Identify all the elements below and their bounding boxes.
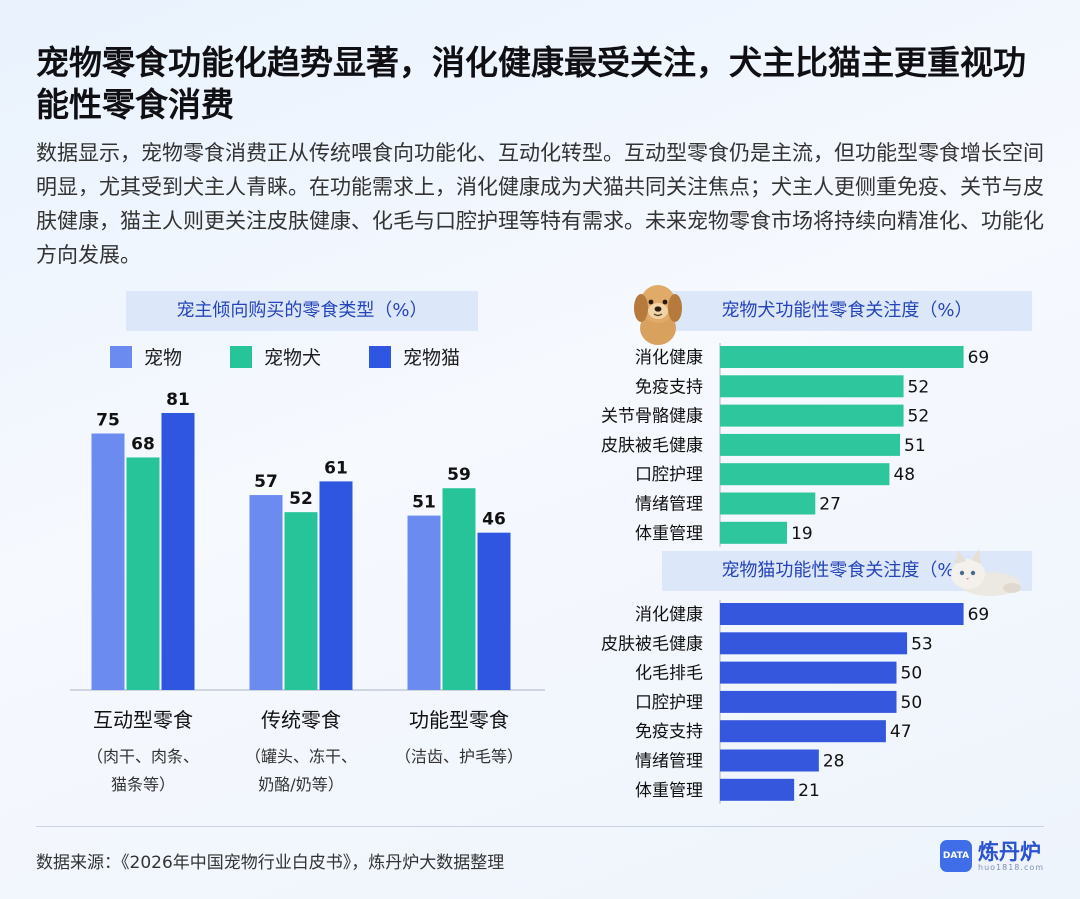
legend-item-cat: 宠物猫 bbox=[369, 343, 460, 370]
bar-dog bbox=[284, 512, 318, 690]
legend-swatch-dog bbox=[230, 345, 253, 368]
cat-chart-value-label: 50 bbox=[901, 693, 923, 713]
bar-value-label: 68 bbox=[131, 434, 155, 454]
legend-swatch-pet bbox=[110, 345, 132, 368]
cat-chart-bar bbox=[720, 690, 897, 713]
data-source: 数据来源：《2026年中国宠物行业白皮书》，炼丹炉大数据整理 bbox=[36, 853, 505, 873]
dog-chart-category-label: 体重管理 bbox=[635, 524, 703, 544]
cat-chart-bar bbox=[720, 603, 964, 625]
logo-url: huo1818.com bbox=[978, 862, 1045, 872]
dog-chart-category-label: 口腔护理 bbox=[635, 465, 703, 485]
dog-chart-category-label: 关节骨骼健康 bbox=[601, 407, 703, 427]
dog-chart-value-label: 52 bbox=[908, 407, 930, 427]
brand-logo: DATA 炼丹炉 huo1818.com bbox=[940, 840, 1044, 872]
category-note: （肉干、肉条、 bbox=[87, 747, 199, 766]
bar-value-label: 81 bbox=[166, 390, 190, 410]
cat-chart-value-label: 28 bbox=[823, 752, 845, 772]
dog-chart-bar bbox=[720, 433, 901, 456]
cat-chart-value-label: 47 bbox=[890, 722, 912, 742]
cat-chart-category-label: 免疫支持 bbox=[635, 722, 703, 742]
bar-value-label: 75 bbox=[96, 411, 120, 431]
bar-dog bbox=[442, 488, 476, 690]
logo-badge-icon: DATA bbox=[940, 840, 972, 872]
cat-chart-bar bbox=[720, 632, 908, 655]
bar-value-label: 61 bbox=[324, 458, 348, 478]
bar-pet bbox=[249, 495, 283, 690]
cat-chart-category-label: 消化健康 bbox=[635, 605, 703, 625]
dog-chart-value-label: 19 bbox=[791, 524, 813, 544]
dog-chart-bar bbox=[720, 375, 904, 398]
logo-name: 炼丹炉 bbox=[978, 839, 1041, 864]
bar-value-label: 52 bbox=[289, 489, 313, 509]
footer-divider bbox=[36, 826, 1044, 827]
category-label: 功能型零食 bbox=[409, 708, 509, 732]
bar-value-label: 51 bbox=[412, 493, 436, 513]
dog-chart-category-label: 免疫支持 bbox=[635, 377, 703, 397]
cat-chart-category-label: 化毛排毛 bbox=[635, 664, 703, 684]
cat-chart-category-label: 口腔护理 bbox=[635, 693, 703, 713]
page-description: 数据显示，宠物零食消费正从传统喂食向功能化、互动化转型。互动型零食仍是主流，但功… bbox=[36, 141, 1044, 267]
category-note: 猫条等） bbox=[111, 775, 175, 794]
bar-value-label: 59 bbox=[447, 465, 471, 485]
cat-chart-bar bbox=[720, 720, 886, 743]
dog-chart-bar bbox=[720, 463, 890, 486]
dog-chart-value-label: 69 bbox=[968, 348, 990, 368]
logo-text-block: 炼丹炉 huo1818.com bbox=[978, 841, 1044, 872]
bar-value-label: 57 bbox=[254, 472, 278, 492]
dog-chart-category-label: 情绪管理 bbox=[635, 495, 703, 515]
cat-chart-category-label: 体重管理 bbox=[635, 781, 703, 801]
bar-cat bbox=[319, 481, 353, 690]
legend-label-cat: 宠物猫 bbox=[403, 347, 461, 369]
cat-chart-value-label: 69 bbox=[968, 605, 990, 625]
bar-cat bbox=[161, 412, 195, 690]
dog-chart-value-label: 52 bbox=[908, 377, 930, 397]
category-note: （洁齿、护毛等） bbox=[395, 747, 523, 766]
cat-chart-category-label: 皮肤被毛健康 bbox=[601, 634, 703, 654]
dog-illustration bbox=[634, 285, 682, 345]
dog-chart-title: 宠物犬功能性零食关注度（%） bbox=[662, 291, 1032, 331]
legend-item-pet: 宠物 bbox=[110, 343, 182, 370]
page-title: 宠物零食功能化趋势显著，消化健康最受关注，犬主比猫主更重视功能性零食消费 bbox=[36, 43, 1026, 124]
bar-pet bbox=[91, 433, 125, 690]
legend-swatch-cat bbox=[369, 345, 392, 368]
cat-chart-value-label: 53 bbox=[911, 634, 933, 654]
dog-chart-category-label: 消化健康 bbox=[635, 348, 703, 368]
legend-label-dog: 宠物犬 bbox=[264, 347, 322, 369]
bar-pet bbox=[407, 515, 441, 690]
cat-chart-bar bbox=[720, 661, 897, 684]
dog-chart-bar bbox=[720, 404, 904, 427]
dog-chart-bar bbox=[720, 492, 816, 515]
category-note: 奶酪/奶等） bbox=[258, 775, 343, 794]
cat-chart-bar bbox=[720, 749, 819, 772]
type-chart-title: 宠主倾向购买的零食类型（%） bbox=[126, 291, 478, 331]
dog-chart-value-label: 27 bbox=[819, 495, 841, 515]
bar-value-label: 46 bbox=[482, 510, 506, 530]
cat-illustration bbox=[951, 549, 1021, 596]
dog-chart-bar bbox=[720, 346, 964, 368]
cat-chart-value-label: 21 bbox=[798, 781, 820, 801]
legend-item-dog: 宠物犬 bbox=[230, 343, 321, 370]
category-label: 传统零食 bbox=[261, 708, 341, 732]
dog-chart-bar bbox=[720, 521, 788, 544]
category-note: （罐头、冻干、 bbox=[245, 747, 357, 766]
dog-chart-value-label: 48 bbox=[893, 465, 915, 485]
bar-dog bbox=[126, 457, 160, 690]
bar-cat bbox=[477, 532, 511, 690]
dog-chart-category-label: 皮肤被毛健康 bbox=[601, 436, 703, 456]
type-chart-legend: 宠物 宠物犬 宠物猫 bbox=[110, 343, 460, 370]
cat-chart-category-label: 情绪管理 bbox=[635, 752, 703, 772]
legend-label-pet: 宠物 bbox=[144, 347, 183, 369]
category-label: 互动型零食 bbox=[93, 708, 193, 732]
dog-chart-value-label: 51 bbox=[904, 436, 926, 456]
cat-chart-bar bbox=[720, 778, 795, 801]
cat-chart-value-label: 50 bbox=[901, 664, 923, 684]
